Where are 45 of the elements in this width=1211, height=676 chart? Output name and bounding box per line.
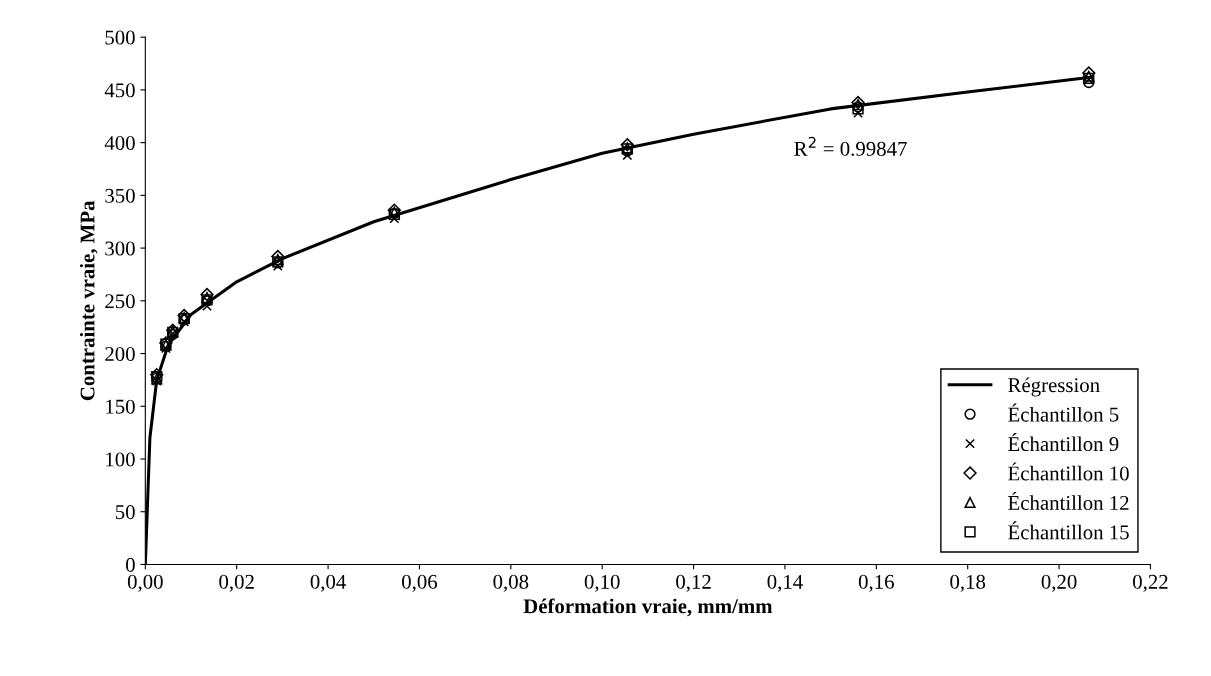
legend-label: Échantillon 9 [1008,433,1119,452]
legend-label: Échantillon 12 [1008,491,1129,510]
x-tick-label: 0,08 [493,574,529,592]
legend-label: Échantillon 10 [1008,462,1129,481]
legend-label: Échantillon 15 [1008,521,1129,540]
legend-label: Régression [1008,377,1100,397]
point [272,261,283,271]
x-tick-label: 0,18 [950,574,986,592]
point [151,376,162,386]
x-axis-title: Déformation vraie, mm/mm [523,598,773,617]
point [620,138,634,152]
y-tick-label: 0 [125,557,135,572]
y-tick-label: 250 [105,294,135,309]
point [271,249,285,264]
y-tick-label: 50 [115,505,135,520]
point [622,150,633,161]
y-tick-label: 350 [105,188,135,203]
y-tick-label: 500 [105,30,135,45]
y-tick-label: 450 [104,83,135,98]
x-tick-label: 0,12 [676,574,711,592]
point [200,287,214,302]
y-tick-label: 300 [105,241,135,256]
x-tick-label: 0,20 [1041,574,1077,592]
annotation: R$^{2}$ = 0.99847 [794,136,907,156]
y-tick-label: 100 [106,452,135,467]
point [150,367,164,382]
x-tick-label: 0,04 [310,574,346,592]
point [851,95,865,110]
y-tick-label: 200 [105,346,135,361]
point [202,301,212,312]
point [389,213,400,224]
x-tick-label: 0,00 [127,574,163,592]
x-tick-label: 0,14 [767,574,803,592]
legend-label: Échantillon 5 [1008,403,1119,422]
x-tick-label: 0,06 [402,574,438,592]
x-tick-label: 0,16 [858,574,894,592]
point [853,108,863,119]
y-tick-label: 400 [104,136,135,151]
y-tick-label: 150 [106,399,135,414]
x-tick-label: 0,22 [1133,574,1168,592]
x-tick-label: 0,02 [219,574,254,592]
point [160,343,171,354]
y-axis-title: Contrainte vraie, MPa [79,200,98,401]
point [177,308,191,323]
x-tick-label: 0,10 [584,574,620,592]
